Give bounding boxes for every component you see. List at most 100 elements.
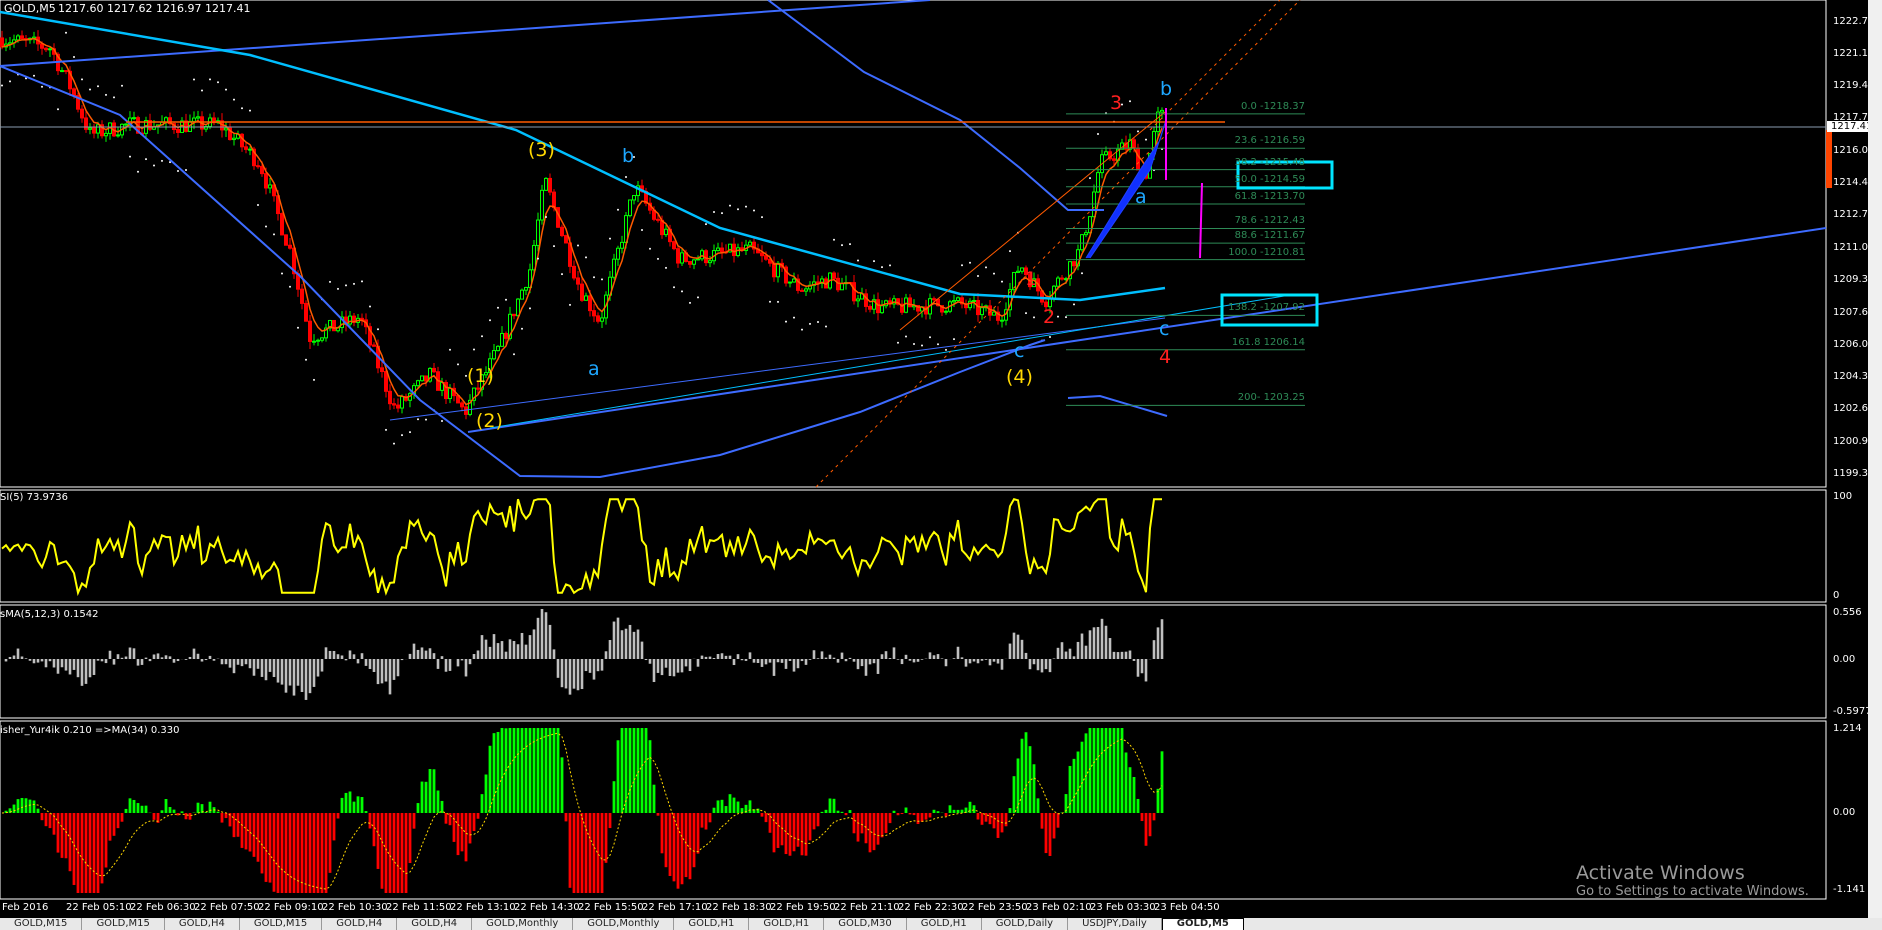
chart-tab[interactable]: GOLD,M15 <box>0 918 83 930</box>
psar-dot <box>897 341 899 344</box>
fib-level-label: 61.8 -1213.70 <box>1234 190 1305 202</box>
psar-dot <box>97 85 99 88</box>
chart-tab[interactable]: GOLD,H4 <box>322 918 398 930</box>
price-axis-label: 1199.34 <box>1833 467 1875 479</box>
chart-tab[interactable]: GOLD,M5 <box>1161 918 1244 930</box>
osma-bar <box>956 646 960 659</box>
fisher-bar <box>884 813 888 834</box>
wave-label-c2: c <box>1159 318 1170 340</box>
osma-bar <box>300 659 304 692</box>
candle-body <box>224 127 228 131</box>
chart-tab[interactable]: GOLD,Monthly <box>573 918 675 930</box>
candle-body <box>1000 319 1004 322</box>
fisher-bar <box>520 728 524 813</box>
chart-tab[interactable]: GOLD,H1 <box>674 918 750 930</box>
candle-body <box>1060 277 1064 280</box>
candle-body <box>304 302 308 322</box>
chart-tab[interactable]: GOLD,Daily <box>982 918 1069 930</box>
chart-tab[interactable]: GOLD,H4 <box>397 918 473 930</box>
fisher-bar <box>932 809 936 813</box>
fisher-bar <box>700 813 704 828</box>
osma-bar <box>552 649 556 659</box>
osma-bar <box>1132 659 1136 661</box>
psar-dot <box>545 215 547 218</box>
osma-bar <box>52 659 56 668</box>
psar-dot <box>801 328 803 331</box>
fisher-bar <box>904 807 908 813</box>
fisher-bar <box>704 813 708 830</box>
chart-tabs[interactable]: GOLD,M15 GOLD,M15 GOLD,H4 GOLD,M15 GOLD,H4 GO… <box>0 918 1882 930</box>
fisher-bar <box>1008 808 1012 813</box>
fisher-bar <box>796 813 800 847</box>
osma-bar <box>728 655 732 659</box>
psar-dot <box>673 286 675 289</box>
fisher-bar <box>1088 728 1092 813</box>
chart-tab[interactable]: GOLD,M15 <box>240 918 323 930</box>
osma-bar <box>1140 659 1144 674</box>
vertical-scrollbar[interactable] <box>1868 0 1882 918</box>
wave-label-r1: 1 <box>1025 268 1038 290</box>
osma-bar <box>104 659 108 664</box>
chart-tab[interactable]: USDJPY,Daily <box>1068 918 1162 930</box>
osma-bar <box>264 659 268 681</box>
fisher-bar <box>680 813 684 885</box>
fisher-bar <box>664 813 668 868</box>
osma-bar <box>24 658 28 659</box>
fisher-bar <box>388 813 392 893</box>
osma-bar <box>124 656 128 659</box>
candle-body <box>1020 267 1024 272</box>
fisher-bar <box>848 810 852 813</box>
fisher-bar <box>780 813 784 846</box>
candle-body <box>596 315 600 322</box>
fisher-bar <box>1072 758 1076 813</box>
fisher-bar <box>1136 798 1140 813</box>
candle-body <box>1136 147 1140 171</box>
price-axis-label: 1209.39 <box>1833 274 1875 286</box>
osma-bar <box>1024 652 1028 659</box>
candle-body <box>688 260 692 265</box>
osma-bar <box>436 659 440 669</box>
time-axis-label: 23 Feb 02:10 <box>1026 902 1092 913</box>
candle-body <box>380 367 384 373</box>
fisher-bar <box>1152 813 1156 821</box>
osma-bar <box>984 659 988 660</box>
psar-dot <box>569 303 571 306</box>
osma-bar <box>808 659 812 660</box>
osma-bar <box>164 655 168 659</box>
time-axis-label: 22 Feb 13:10 <box>450 902 516 913</box>
osma-bar <box>1080 633 1084 659</box>
osma-bar <box>896 659 900 660</box>
osma-bar <box>776 659 780 663</box>
psar-dot <box>377 328 379 331</box>
candle-body <box>400 396 404 409</box>
candle-body <box>616 247 620 260</box>
osma-bar <box>680 659 684 673</box>
psar-dot <box>369 305 371 308</box>
osma-bar <box>916 659 920 662</box>
osma-bar <box>324 647 328 659</box>
fisher-bar <box>120 813 124 822</box>
osma-bar <box>800 659 804 662</box>
candle-body <box>1096 172 1100 193</box>
osma-bar <box>1128 650 1132 659</box>
chart-tab[interactable]: GOLD,M15 <box>82 918 165 930</box>
time-axis-label: 22 Feb 18:30 <box>706 902 772 913</box>
chart-tab[interactable]: GOLD,Monthly <box>472 918 574 930</box>
rsi-title: SI(5) 73.9736 <box>0 492 68 503</box>
chart-tab[interactable]: GOLD,H1 <box>749 918 825 930</box>
candle-body <box>876 299 880 314</box>
osma-bar <box>292 659 296 696</box>
osma-bar <box>364 659 368 666</box>
osma-bar <box>584 659 588 672</box>
fisher-bar <box>980 813 984 825</box>
chart-tab[interactable]: GOLD,M30 <box>824 918 907 930</box>
chart-tab[interactable]: GOLD,H4 <box>165 918 240 930</box>
fisher-bar <box>396 813 400 893</box>
osma-bar <box>1060 642 1064 659</box>
fisher-bar <box>632 728 636 813</box>
osma-bar <box>560 659 564 688</box>
chart-tab[interactable]: GOLD,H1 <box>907 918 982 930</box>
osma-bar <box>268 659 272 672</box>
osma-bar <box>12 655 16 659</box>
